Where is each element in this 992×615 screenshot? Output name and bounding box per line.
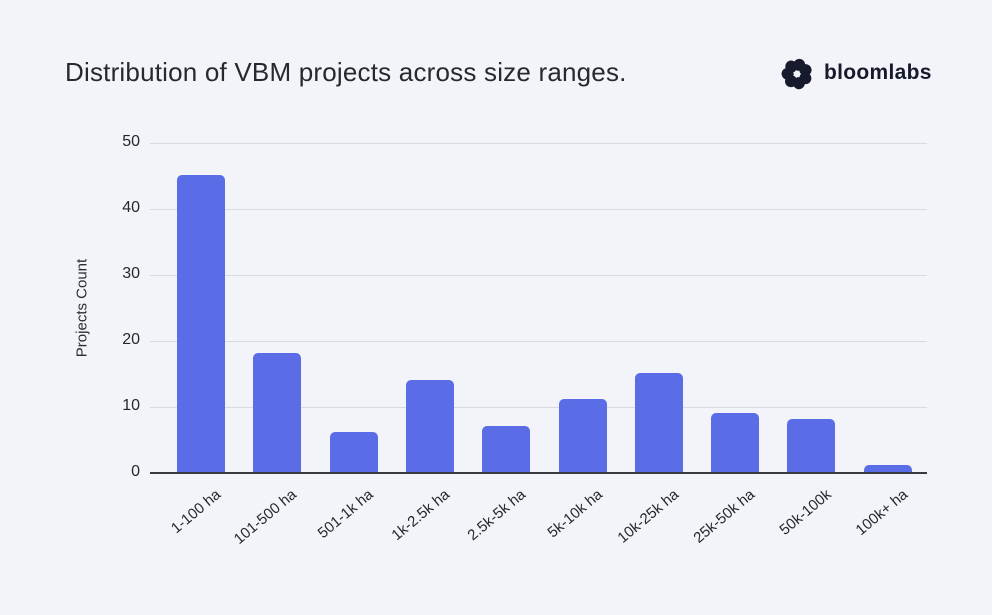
- plot-area: [150, 143, 927, 474]
- gridline: [150, 407, 927, 408]
- bar-25k-50k ha: [711, 412, 760, 472]
- bar-1k-2.5k ha: [405, 379, 454, 472]
- bar-50k-100k: [787, 419, 836, 472]
- chart-title: Distribution of VBM projects across size…: [65, 57, 627, 87]
- brand-name: bloomlabs: [824, 61, 932, 84]
- y-tick-label: 10: [122, 397, 140, 414]
- x-tick-label: 5k-10k ha: [544, 486, 606, 542]
- bar-100k+ ha: [863, 465, 912, 472]
- gridline: [150, 209, 927, 210]
- y-tick-label: 40: [122, 199, 140, 216]
- gridline: [150, 341, 927, 342]
- x-axis-line: [150, 472, 927, 474]
- y-tick-label: 50: [122, 133, 140, 150]
- x-tick-label: 100k+ ha: [852, 486, 911, 539]
- brand-logo: bloomlabs: [779, 55, 932, 91]
- bar-101-500 ha: [253, 353, 302, 472]
- x-tick-label: 25k-50k ha: [690, 486, 759, 547]
- gridline: [150, 275, 927, 276]
- x-tick-label: 2.5k-5k ha: [464, 486, 530, 545]
- bar-1-100 ha: [177, 175, 225, 472]
- y-tick-label: 0: [131, 463, 140, 480]
- y-tick-label: 20: [122, 331, 140, 348]
- x-tick-label: 1k-2.5k ha: [388, 486, 453, 545]
- x-tick-label: 501-1k ha: [314, 486, 377, 542]
- bar-5k-10k ha: [558, 399, 607, 472]
- x-tick-label: 101-500 ha: [231, 486, 301, 548]
- x-tick-label: 10k-25k ha: [613, 486, 682, 547]
- x-tick-label: 50k-100k: [776, 486, 835, 539]
- bar-501-1k ha: [329, 432, 378, 472]
- y-tick-label: 30: [122, 265, 140, 282]
- x-tick-label: 1-100 ha: [167, 486, 224, 538]
- pinwheel-flower-icon: [781, 58, 812, 90]
- bar-2.5k-5k ha: [482, 425, 531, 472]
- gridline: [150, 143, 927, 144]
- bar-10k-25k ha: [634, 373, 683, 472]
